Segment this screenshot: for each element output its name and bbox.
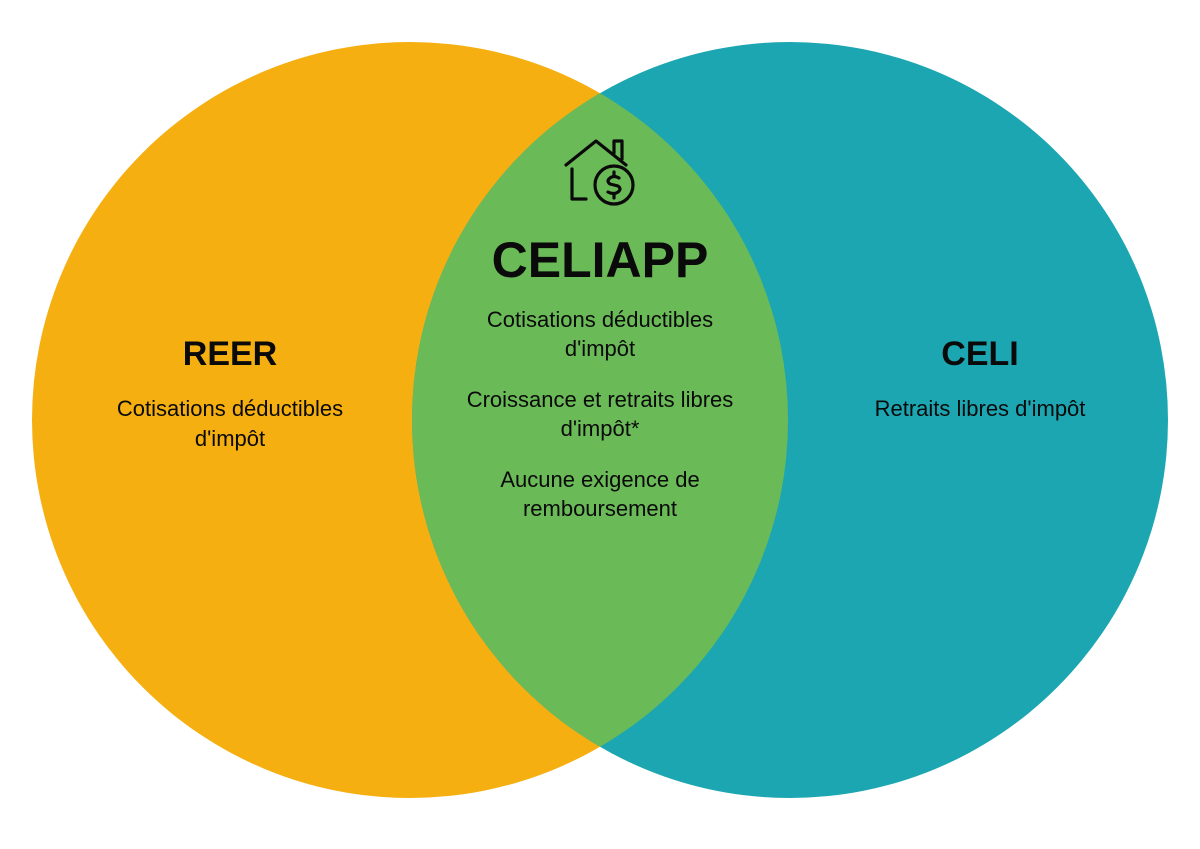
right-title: CELI xyxy=(855,335,1105,374)
venn-diagram: REER Cotisations déductibles d'impôt CEL… xyxy=(0,0,1200,844)
center-line-3: Aucune exigence de remboursement xyxy=(452,465,748,523)
center-line-1: Cotisations déductibles d'impôt xyxy=(452,305,748,363)
house-dollar-icon xyxy=(452,135,748,213)
center-line-2: Croissance et retraits libres d'impôt* xyxy=(452,385,748,443)
center-title: CELIAPP xyxy=(452,231,748,289)
left-title: REER xyxy=(95,335,365,374)
right-body: Retraits libres d'impôt xyxy=(855,394,1105,424)
right-region: CELI Retraits libres d'impôt xyxy=(855,335,1105,424)
left-body: Cotisations déductibles d'impôt xyxy=(95,394,365,453)
center-region: CELIAPP Cotisations déductibles d'impôt … xyxy=(452,135,748,523)
left-region: REER Cotisations déductibles d'impôt xyxy=(95,335,365,453)
